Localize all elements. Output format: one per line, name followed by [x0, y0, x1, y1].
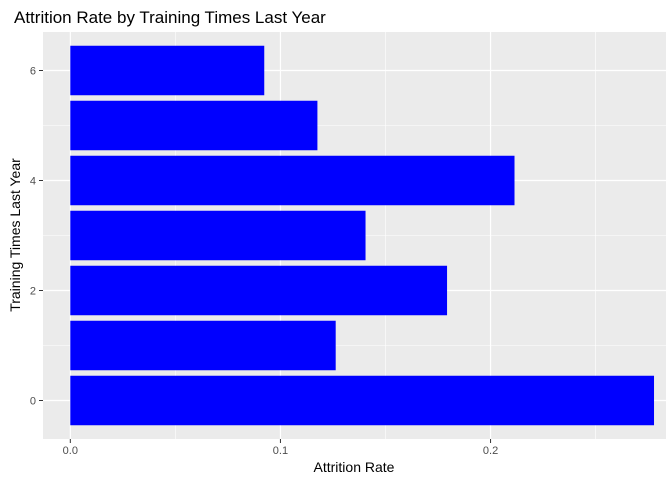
y-tick-label: 6: [30, 66, 36, 78]
y-axis-title: Training Times Last Year: [7, 158, 23, 312]
x-tick-label: 0.1: [273, 445, 288, 457]
x-tick-label: 0.2: [483, 445, 498, 457]
bar-training-0: [70, 375, 655, 426]
chart-title: Attrition Rate by Training Times Last Ye…: [14, 8, 326, 27]
y-tick-label: 0: [30, 396, 36, 408]
y-tick-label: 4: [30, 176, 36, 188]
bar-training-6: [70, 45, 265, 96]
bar-training-3: [70, 210, 366, 261]
y-axis-ticks: 0 2 4 6: [30, 66, 43, 408]
y-tick-label: 2: [30, 286, 36, 298]
bar-training-5: [70, 100, 318, 151]
x-axis-ticks: 0.0 0.1 0.2: [63, 439, 498, 457]
bar-training-4: [70, 155, 515, 206]
bar-training-2: [70, 265, 448, 316]
bars: [70, 45, 655, 426]
x-axis-title: Attrition Rate: [314, 459, 395, 475]
x-tick-label: 0.0: [63, 445, 78, 457]
bar-training-1: [70, 320, 336, 371]
